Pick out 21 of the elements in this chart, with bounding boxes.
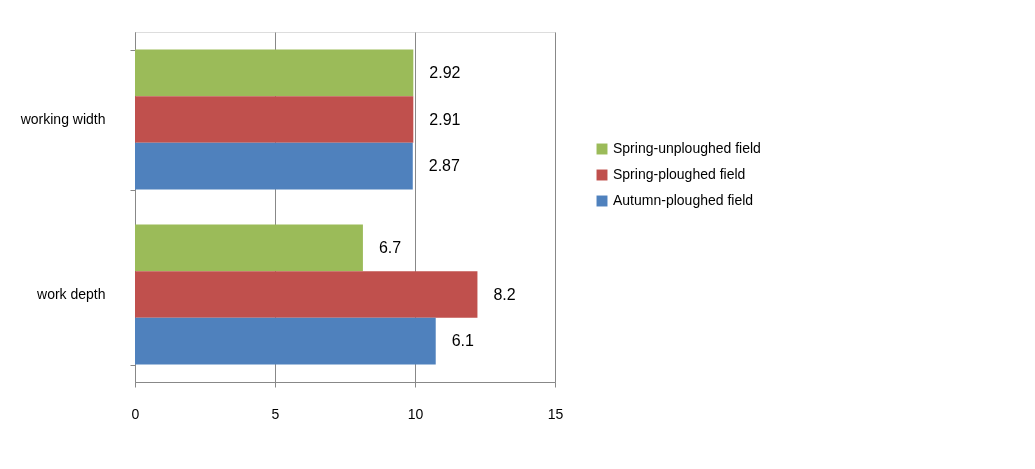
bar — [135, 317, 436, 365]
legend-label: Spring-unploughed field — [613, 140, 761, 156]
x-tick-label: 10 — [407, 405, 424, 422]
bar — [135, 49, 414, 97]
x-tick-label: 5 — [271, 405, 280, 422]
annotation: 8.2 — [493, 285, 516, 303]
annotation: 2.92 — [429, 63, 461, 81]
annotation: 6.7 — [378, 238, 402, 256]
bar — [135, 224, 363, 272]
annotation: 2.91 — [429, 110, 461, 128]
bar — [135, 142, 413, 190]
y-tick-label: work depth — [36, 286, 106, 302]
x-tick-label: 0 — [131, 405, 140, 422]
legend-label: Spring-ploughed field — [613, 166, 746, 182]
annotation: 2.87 — [428, 157, 460, 175]
bar — [135, 271, 478, 318]
x-tick-label: 15 — [547, 405, 564, 422]
bar — [135, 96, 414, 143]
y-tick-label: working width — [19, 111, 106, 127]
annotation: 6.1 — [451, 332, 475, 350]
legend-label: Autumn-ploughed field — [613, 192, 754, 208]
